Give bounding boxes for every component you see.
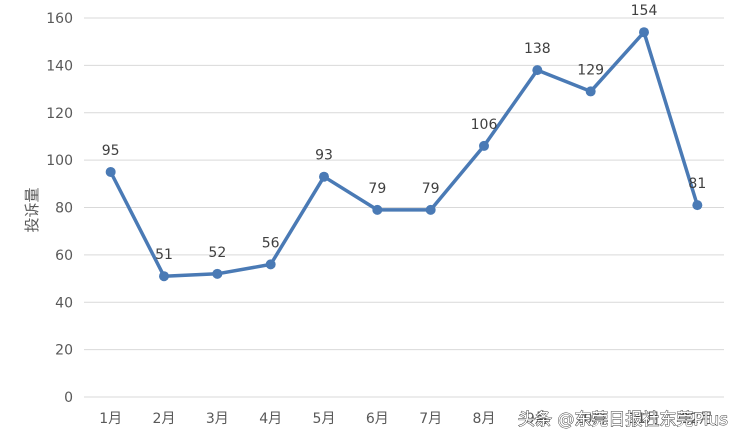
data-point <box>585 86 596 97</box>
data-point <box>425 204 436 215</box>
x-tick-label: 4月 <box>259 411 282 427</box>
x-tick-label: 5月 <box>313 411 336 427</box>
y-tick-label: 120 <box>46 106 73 122</box>
data-label: 154 <box>631 3 658 19</box>
data-point <box>479 140 489 151</box>
x-tick-label: 1月 <box>99 411 122 427</box>
y-tick-label: 60 <box>55 248 73 264</box>
x-tick-labels: 1月 2月 3月 4月 5月 6月 7月 8月 9月 10月 11月 12月 <box>99 411 713 427</box>
x-tick-label: 12月 <box>681 411 713 427</box>
y-tick-label: 20 <box>55 343 73 359</box>
y-axis-label: 投诉量 <box>23 187 41 232</box>
data-label: 106 <box>471 117 498 133</box>
data-label: 51 <box>155 247 173 263</box>
data-point <box>319 171 329 182</box>
data-label: 56 <box>262 235 280 251</box>
data-point <box>105 166 116 177</box>
data-point <box>532 65 543 76</box>
watermark: 头条 @东莞日报社东莞Plus <box>518 410 728 430</box>
y-tick-labels: 0 20 40 60 80 100 120 140 160 <box>46 11 73 406</box>
series-line-path <box>109 30 699 278</box>
data-label: 95 <box>102 143 120 159</box>
y-tick-label: 0 <box>64 390 73 406</box>
data-point <box>159 271 169 282</box>
data-labels: 95 51 52 56 93 79 79 106 138 129 154 81 <box>102 3 706 263</box>
y-tick-label: 80 <box>55 201 73 217</box>
x-tick-label: 7月 <box>419 411 442 427</box>
data-label: 93 <box>315 148 333 164</box>
data-label: 79 <box>422 181 440 197</box>
y-tick-label: 100 <box>46 153 73 169</box>
x-tick-label: 11月 <box>628 411 660 427</box>
data-point <box>639 27 649 38</box>
x-tick-label: 3月 <box>206 411 229 427</box>
data-point <box>692 200 703 211</box>
data-point <box>265 259 276 270</box>
y-tick-label: 40 <box>55 295 73 311</box>
x-tick-label: 8月 <box>473 411 496 427</box>
y-tick-label: 140 <box>46 58 73 74</box>
data-point <box>212 268 223 279</box>
x-tick-label: 10月 <box>575 411 607 427</box>
data-point <box>372 204 383 215</box>
series-line <box>105 27 703 282</box>
x-tick-label: 6月 <box>366 411 389 427</box>
y-tick-label: 160 <box>46 11 73 27</box>
data-label: 81 <box>688 176 706 192</box>
x-tick-label: 2月 <box>153 411 176 427</box>
data-label: 129 <box>577 62 604 78</box>
data-label: 138 <box>524 41 551 57</box>
data-label: 79 <box>368 181 386 197</box>
x-tick-label: 9月 <box>526 411 549 427</box>
data-label: 52 <box>208 245 226 261</box>
gridlines <box>84 17 724 398</box>
